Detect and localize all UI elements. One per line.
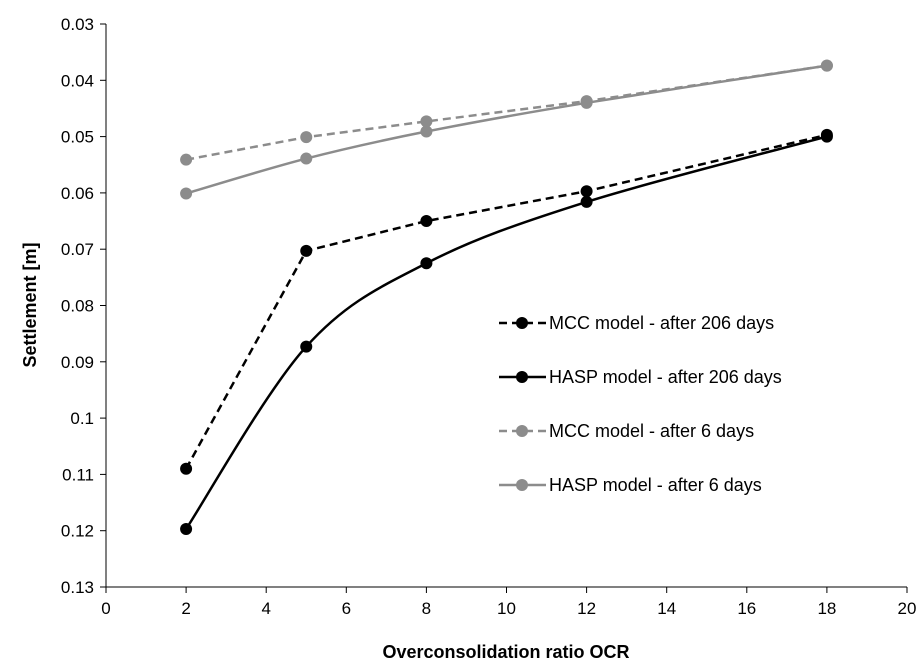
- data-point-series-4: [180, 187, 193, 200]
- data-point-series-3: [420, 115, 433, 128]
- data-point-series-3: [180, 153, 193, 166]
- legend-marker-2: [516, 371, 528, 383]
- x-tick-label: 20: [898, 599, 917, 618]
- data-point-series-4: [580, 96, 593, 109]
- legend-marker-3: [516, 425, 528, 437]
- legend-marker-4: [516, 479, 528, 491]
- y-tick-label: 0.13: [61, 578, 94, 597]
- x-tick-label: 6: [342, 599, 351, 618]
- axes: [100, 23, 908, 593]
- x-axis-title: Overconsolidation ratio OCR: [382, 642, 629, 662]
- legend-label: MCC model - after 6 days: [549, 421, 754, 441]
- y-tick-label: 0.09: [61, 353, 94, 372]
- x-tick-label: 14: [657, 599, 676, 618]
- y-tick-label: 0.06: [61, 184, 94, 203]
- data-point-series-1: [580, 185, 593, 198]
- y-tick-label: 0.05: [61, 128, 94, 147]
- y-tick-label: 0.03: [61, 15, 94, 34]
- series-line-1: [185, 133, 828, 470]
- x-tick-label: 18: [817, 599, 836, 618]
- data-point-series-4: [300, 152, 313, 165]
- series-layer: [180, 59, 833, 536]
- x-tick-label: 16: [737, 599, 756, 618]
- y-tick-label: 0.11: [62, 465, 94, 484]
- data-point-series-2: [580, 195, 593, 208]
- x-tick-label: 0: [101, 599, 110, 618]
- data-point-series-3: [300, 131, 313, 144]
- data-point-series-1: [420, 215, 433, 228]
- y-tick-label: 0.12: [61, 522, 94, 541]
- tick-labels: 0.03 0.04 0.05 0.06 0.07 0.08 0.09 0.1 0.11 0.12 0…: [61, 15, 917, 618]
- legend: MCC model - after 206 days HASP model - a…: [499, 313, 782, 495]
- data-point-series-2: [300, 340, 313, 353]
- data-point-series-2: [420, 257, 433, 270]
- data-point-series-4: [820, 59, 833, 72]
- data-point-series-4: [420, 125, 433, 138]
- series-line-4: [185, 64, 828, 195]
- y-tick-label: 0.08: [61, 297, 94, 316]
- data-point-series-1: [180, 462, 193, 475]
- data-point-series-2: [180, 523, 193, 536]
- legend-marker-1: [516, 317, 528, 329]
- y-axis-title: Settlement [m]: [20, 242, 40, 367]
- y-tick-label: 0.04: [61, 71, 94, 90]
- x-tick-label: 2: [181, 599, 190, 618]
- legend-label: HASP model - after 6 days: [549, 475, 762, 495]
- y-tick-label: 0.1: [70, 409, 94, 428]
- legend-label: HASP model - after 206 days: [549, 367, 782, 387]
- y-tick-label: 0.07: [61, 240, 94, 259]
- x-tick-label: 4: [261, 599, 270, 618]
- x-tick-label: 10: [497, 599, 516, 618]
- data-point-series-1: [300, 244, 313, 257]
- data-point-series-2: [820, 130, 833, 143]
- x-tick-label: 8: [422, 599, 431, 618]
- legend-label: MCC model - after 206 days: [549, 313, 774, 333]
- x-tick-label: 12: [577, 599, 596, 618]
